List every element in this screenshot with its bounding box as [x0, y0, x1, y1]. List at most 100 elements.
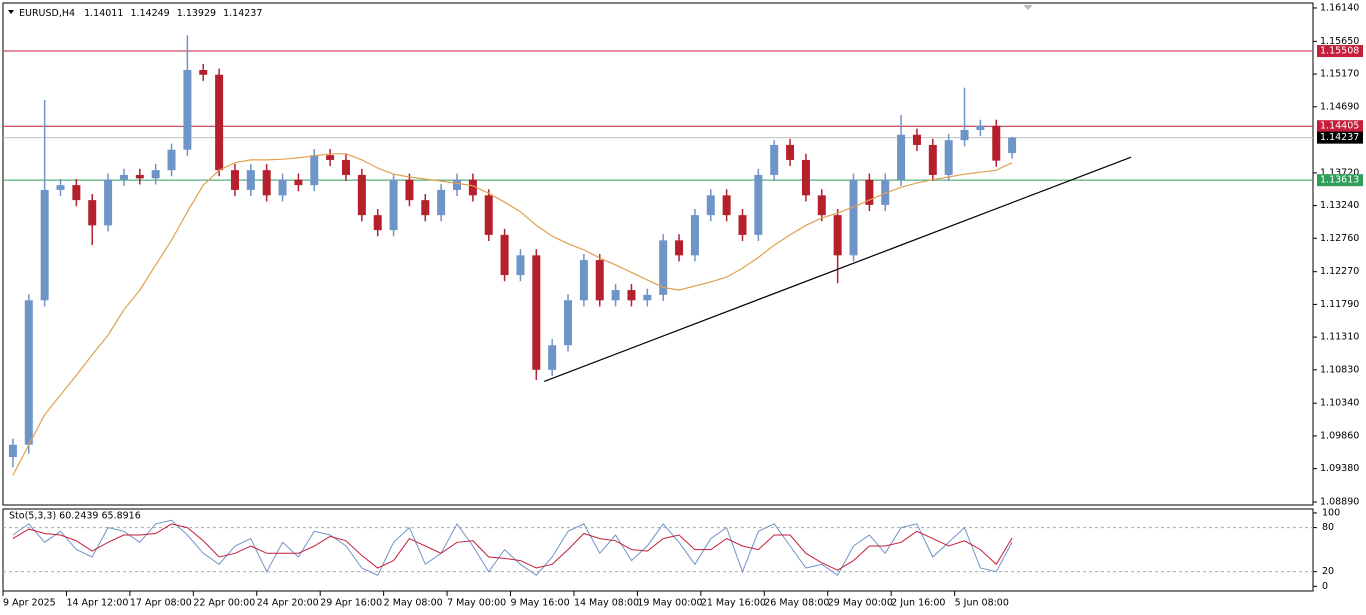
x-tick-label: 7 May 00:00	[447, 598, 506, 609]
candle-body	[373, 215, 382, 231]
x-tick-label: 14 Apr 12:00	[66, 598, 128, 609]
low-value: 1.13929	[177, 8, 216, 19]
x-tick-label: 5 Jun 08:00	[955, 598, 1009, 609]
candle-body	[897, 134, 906, 180]
candle-body	[833, 215, 842, 256]
candle-body	[389, 179, 398, 231]
current-price-label: 1.14237	[1320, 132, 1359, 143]
level-label: 1.15508	[1320, 46, 1359, 57]
candle-body	[675, 240, 684, 256]
candle-body	[357, 174, 366, 216]
candle-body	[484, 195, 493, 235]
candle-body	[611, 290, 620, 301]
x-tick-label: 2 May 08:00	[384, 598, 443, 609]
y-tick-label: 1.10340	[1320, 398, 1359, 409]
candle-body	[992, 125, 1001, 161]
candle-body	[690, 215, 699, 256]
candle-body	[516, 255, 525, 276]
x-tick-label: 24 Apr 20:00	[257, 598, 319, 609]
x-tick-label: 9 Apr 2025	[3, 598, 56, 609]
candle-body	[738, 215, 747, 235]
y-tick-label: 1.11310	[1320, 332, 1359, 343]
candle-body	[627, 290, 636, 301]
high-value: 1.14249	[130, 8, 169, 19]
candle-body	[865, 179, 874, 205]
y-tick-label: 1.12270	[1320, 266, 1359, 277]
y-tick-label: 1.15170	[1320, 69, 1359, 80]
candle-body	[437, 189, 446, 216]
candle-body	[230, 170, 239, 190]
y-tick-label: 1.09860	[1320, 430, 1359, 441]
candle-body	[976, 125, 985, 130]
stoch-tick-label: 20	[1322, 566, 1334, 577]
candle-body	[817, 195, 826, 216]
candle-body	[40, 189, 49, 301]
x-tick-label: 29 Apr 16:00	[320, 598, 382, 609]
stoch-tick-label: 0	[1322, 581, 1328, 592]
trendline	[544, 156, 1132, 382]
current-price-box	[1317, 131, 1363, 144]
y-tick-label: 1.13720	[1320, 167, 1359, 178]
candle-body	[532, 255, 541, 370]
x-tick-label: 19 May 00:00	[637, 598, 702, 609]
level-box	[1317, 174, 1363, 187]
candle-body	[564, 300, 573, 346]
main-frame	[2, 2, 1314, 506]
candle-body	[215, 74, 224, 171]
candle-body	[722, 195, 731, 216]
x-tick-label: 14 May 08:00	[574, 598, 639, 609]
candle-body	[199, 69, 208, 75]
candle-body	[278, 179, 287, 196]
stoch-line	[12, 519, 1013, 577]
shift-marker	[1023, 5, 1033, 10]
candle-body	[595, 260, 604, 301]
stoch-tick-label: 100	[1322, 507, 1340, 518]
candle-body	[579, 260, 588, 301]
candle-body	[928, 144, 937, 175]
candle-body	[944, 140, 953, 175]
moving-average	[12, 153, 1013, 476]
y-tick-label: 1.09380	[1320, 463, 1359, 474]
x-tick-label: 29 May 00:00	[828, 598, 893, 609]
y-tick-label: 1.11790	[1320, 299, 1359, 310]
candle-body	[310, 155, 319, 186]
candle-body	[453, 179, 462, 190]
candle-body	[24, 300, 33, 445]
x-tick-label: 22 Apr 00:00	[193, 598, 255, 609]
candle-body	[119, 174, 128, 180]
x-tick-label: 26 May 08:00	[764, 598, 829, 609]
candle-body	[786, 144, 795, 160]
menu-arrow	[8, 10, 14, 14]
sub-frame	[2, 508, 1314, 592]
level-box	[1317, 45, 1363, 58]
candle-body	[912, 134, 921, 145]
candle-body	[246, 170, 255, 190]
candle-body	[135, 174, 144, 179]
y-tick-label: 1.12760	[1320, 233, 1359, 244]
open-value: 1.14011	[84, 8, 123, 19]
candle-body	[88, 200, 97, 226]
candle-body	[1008, 137, 1017, 154]
candle-body	[548, 345, 557, 370]
level-label: 1.13613	[1320, 175, 1359, 186]
x-tick-label: 2 Jun 16:00	[891, 598, 945, 609]
chart-header: EURUSD,H4 1.14011 1.14249 1.13929 1.1423…	[19, 8, 262, 19]
stoch-line	[12, 523, 1013, 571]
indicator-label: Sto(5,3,3) 60.2439 65.8916	[9, 511, 141, 522]
x-tick-label: 17 Apr 08:00	[130, 598, 192, 609]
candle-body	[262, 170, 271, 196]
close-value: 1.14237	[223, 8, 262, 19]
candle-body	[881, 179, 890, 205]
candle-body	[468, 179, 477, 196]
y-tick-label: 1.10830	[1320, 364, 1359, 375]
candle-body	[849, 179, 858, 256]
y-tick-label: 1.15650	[1320, 36, 1359, 47]
candle-body	[72, 185, 81, 201]
candle-body	[500, 234, 509, 276]
candle-body	[770, 144, 779, 175]
candle-body	[294, 179, 303, 186]
candle-body	[643, 294, 652, 301]
candle-body	[151, 170, 160, 179]
candle-body	[8, 444, 17, 458]
